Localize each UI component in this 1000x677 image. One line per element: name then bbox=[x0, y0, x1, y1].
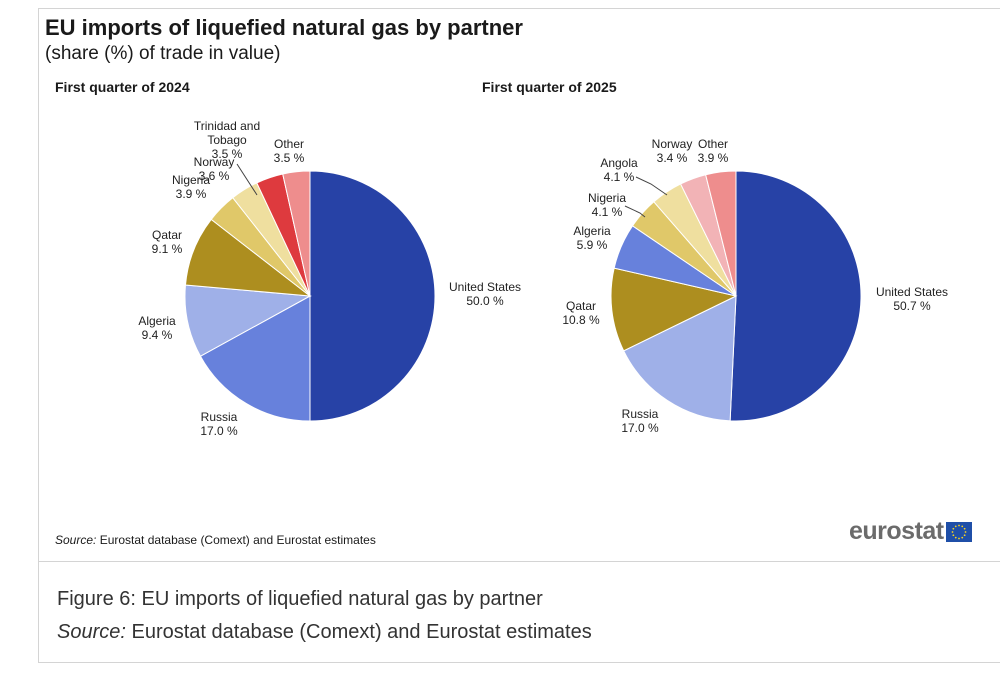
slice-value-angola: 4.1 % bbox=[604, 170, 635, 184]
eu-flag-icon bbox=[945, 521, 972, 542]
slice-value-qatar: 10.8 % bbox=[562, 313, 600, 327]
pie-charts: United States 50.0 % Russia 17.0 % Algeria 9.… bbox=[138, 119, 948, 438]
slice-value-united-states: 50.0 % bbox=[466, 294, 504, 308]
pie-title-2025: First quarter of 2025 bbox=[482, 79, 617, 95]
slice-label-nigeria: Nigeria 3.9 % bbox=[172, 173, 210, 201]
pie-0 bbox=[184, 170, 436, 422]
pie-slice-other bbox=[705, 170, 737, 297]
pie-slice-united-states bbox=[729, 170, 862, 422]
eurostat-logo: eurostat bbox=[849, 517, 972, 547]
slice-value-trinidad-and-tobago: 3.5 % bbox=[212, 147, 243, 161]
slice-label-other: Other 3.5 % bbox=[274, 137, 305, 165]
slice-label-qatar: Qatar 9.1 % bbox=[152, 228, 183, 256]
slice-value-other: 3.5 % bbox=[274, 151, 305, 165]
slice-value-russia: 17.0 % bbox=[200, 424, 238, 438]
slice-label-united-states: United States 50.0 % bbox=[449, 280, 521, 308]
figure-caption-source: Source: Eurostat database (Comext) and E… bbox=[57, 616, 592, 649]
leader-line-nigeria bbox=[624, 205, 646, 218]
flag-star bbox=[952, 527, 954, 530]
flag-star bbox=[960, 524, 963, 527]
figure-frame: EU imports of liquefied natural gas by p… bbox=[38, 8, 1000, 663]
source-label: Source: bbox=[55, 533, 97, 547]
slice-label-united-states: United States 50.7 % bbox=[876, 285, 948, 313]
flag-star bbox=[957, 537, 960, 539]
pie-slice-qatar bbox=[610, 267, 738, 352]
slice-label-trinidad-and-tobago: Trinidad and Tobago 3.5 % bbox=[194, 119, 260, 161]
caption-divider bbox=[39, 561, 1000, 562]
leader-line-norway bbox=[236, 163, 258, 196]
slice-value-norway: 3.6 % bbox=[199, 169, 230, 183]
pie-1 bbox=[610, 170, 862, 422]
eurostat-wordmark: eurostat bbox=[849, 517, 944, 545]
caption-source-text: Eurostat database (Comext) and Eurostat … bbox=[131, 621, 592, 643]
figure-caption: Figure 6: EU imports of liquefied natura… bbox=[57, 583, 592, 649]
slice-value-nigeria: 3.9 % bbox=[176, 187, 207, 201]
slice-label-algeria: Algeria 5.9 % bbox=[573, 224, 611, 252]
slice-value-united-states: 50.7 % bbox=[893, 299, 931, 313]
caption-source-label: Source: bbox=[57, 621, 126, 643]
pie-title-2024: First quarter of 2024 bbox=[55, 79, 190, 95]
flag-star bbox=[963, 533, 966, 536]
flag-star bbox=[963, 527, 966, 530]
flag-star bbox=[954, 524, 957, 527]
slice-label-russia: Russia 17.0 % bbox=[621, 407, 659, 435]
leader-line-angola bbox=[635, 176, 668, 196]
slice-label-qatar: Qatar 10.8 % bbox=[562, 299, 600, 327]
slice-label-other: Other 3.9 % bbox=[698, 137, 729, 165]
flag-star bbox=[960, 536, 963, 539]
slice-value-algeria: 9.4 % bbox=[142, 328, 173, 342]
slice-value-norway: 3.4 % bbox=[657, 151, 688, 165]
slice-value-nigeria: 4.1 % bbox=[592, 205, 623, 219]
slice-value-algeria: 5.9 % bbox=[577, 238, 608, 252]
slice-label-norway: Norway 3.6 % bbox=[194, 155, 235, 183]
source-note: Source: Eurostat database (Comext) and E… bbox=[55, 533, 376, 547]
slice-label-russia: Russia 17.0 % bbox=[200, 410, 238, 438]
pie-slice-united-states bbox=[309, 170, 436, 422]
slice-label-algeria: Algeria 9.4 % bbox=[138, 314, 176, 342]
pie-slice-russia bbox=[199, 295, 311, 422]
source-text: Eurostat database (Comext) and Eurostat … bbox=[99, 533, 376, 547]
slice-value-russia: 17.0 % bbox=[621, 421, 659, 435]
slice-label-angola: Angola 4.1 % bbox=[600, 156, 638, 184]
chart-title: EU imports of liquefied natural gas by p… bbox=[45, 15, 523, 40]
slice-value-other: 3.9 % bbox=[698, 151, 729, 165]
slice-label-norway: Norway 3.4 % bbox=[652, 137, 693, 165]
slice-value-qatar: 9.1 % bbox=[152, 242, 183, 256]
pie-slice-russia bbox=[623, 295, 737, 422]
chart-area: EU imports of liquefied natural gas by p… bbox=[39, 9, 1000, 561]
pie-slice-other bbox=[282, 170, 311, 297]
flag-star bbox=[951, 530, 954, 533]
slice-label-nigeria: Nigeria 4.1 % bbox=[588, 191, 626, 219]
figure-caption-title: Figure 6: EU imports of liquefied natura… bbox=[57, 588, 543, 610]
flag-star bbox=[954, 536, 957, 539]
flag-star bbox=[964, 530, 967, 533]
flag-star bbox=[957, 524, 960, 526]
chart-subtitle: (share (%) of trade in value) bbox=[45, 43, 281, 64]
flag-star bbox=[952, 533, 954, 536]
